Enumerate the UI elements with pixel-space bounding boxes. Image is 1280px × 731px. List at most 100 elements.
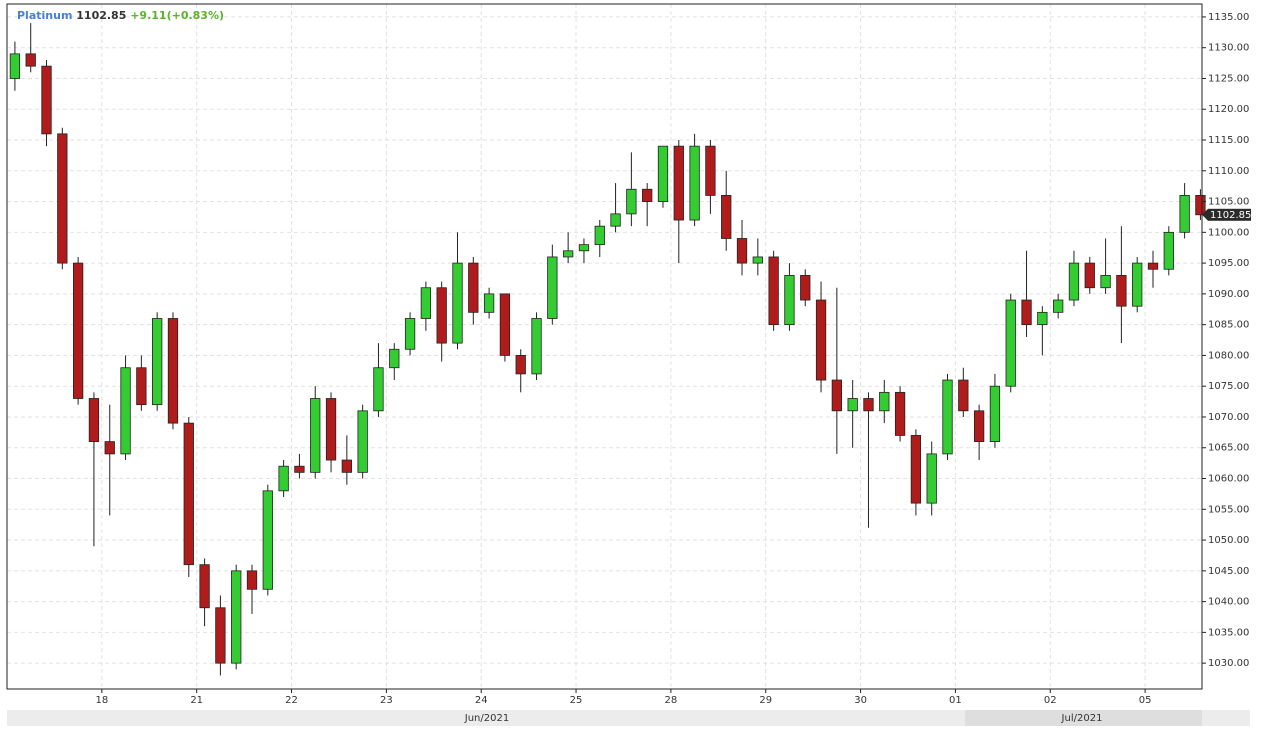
change: +9.11(+0.83%) <box>130 9 224 22</box>
y-tick-label: 1040.00 <box>1208 597 1249 608</box>
candle-body <box>626 188 637 215</box>
candle-body <box>136 367 147 406</box>
y-tick-label: 1060.00 <box>1208 474 1249 485</box>
month-label: Jul/2021 <box>1061 713 1103 724</box>
candle-body <box>831 379 843 412</box>
candle-body <box>41 65 52 135</box>
candle-body <box>910 435 922 504</box>
header: Platinum 1102.85 +9.11(+0.83%) <box>17 9 224 22</box>
y-tick-label: 1085.00 <box>1208 320 1249 331</box>
candle-body <box>468 262 479 313</box>
candle-body <box>594 225 605 246</box>
candle-body <box>768 256 779 326</box>
last-price-box <box>1208 208 1251 221</box>
candle-body <box>815 299 827 381</box>
candle-body <box>800 275 811 301</box>
y-tick-label: 1050.00 <box>1208 535 1249 546</box>
candle-body <box>531 318 542 375</box>
candle-body <box>894 391 906 436</box>
candle-body <box>989 385 1001 442</box>
y-tick-label: 1100.00 <box>1208 227 1249 238</box>
y-tick-label: 1055.00 <box>1208 504 1249 515</box>
candle-body <box>657 145 669 202</box>
candle-body <box>404 318 416 350</box>
candle-body <box>120 367 131 455</box>
candle-body <box>57 133 68 264</box>
candle-body <box>1163 231 1174 270</box>
candle-body <box>1084 262 1095 289</box>
candle-body <box>341 459 352 473</box>
y-tick-label: 1065.00 <box>1208 443 1249 454</box>
y-tick-label: 1130.00 <box>1208 43 1249 54</box>
candles <box>9 23 1206 676</box>
candle-body <box>246 570 258 590</box>
candle-body <box>752 256 763 264</box>
y-tick-label: 1110.00 <box>1208 166 1249 177</box>
candle-body <box>1100 275 1111 289</box>
y-tick-label: 1030.00 <box>1208 658 1249 669</box>
last-price-arrow <box>1202 208 1208 221</box>
x-tick-label: 23 <box>380 695 393 706</box>
candle-body <box>167 318 179 424</box>
x-tick-label: 01 <box>949 695 962 706</box>
y-tick-label: 1070.00 <box>1208 412 1249 423</box>
y-tick-label: 1120.00 <box>1208 104 1249 115</box>
x-tick-label: 18 <box>95 695 108 706</box>
candle-body <box>863 398 874 412</box>
candle-body <box>436 287 447 344</box>
candle-body <box>215 607 226 664</box>
instrument: Platinum <box>17 9 72 22</box>
candle-body <box>515 355 526 375</box>
candle-body <box>721 195 732 239</box>
y-tick-label: 1105.00 <box>1208 197 1249 208</box>
candle-body <box>578 244 590 252</box>
candle-body <box>499 293 511 356</box>
candle-body <box>689 145 700 221</box>
candle-body <box>357 410 368 473</box>
y-tick-label: 1135.00 <box>1208 12 1249 23</box>
y-tick-label: 1090.00 <box>1208 289 1249 300</box>
y-tick-label: 1045.00 <box>1208 566 1249 577</box>
candle-body <box>642 188 653 202</box>
candle-body <box>1195 195 1206 216</box>
y-tick-label: 1080.00 <box>1208 350 1249 361</box>
candle-body <box>1021 299 1032 326</box>
month-label: Jun/2021 <box>464 713 509 724</box>
candle-body <box>1116 275 1127 307</box>
candle-body <box>563 250 574 258</box>
candle-body <box>673 145 684 221</box>
x-tick-label: 24 <box>475 695 488 706</box>
candle-body <box>1005 299 1016 387</box>
candle-body <box>294 465 305 473</box>
candle-body <box>452 262 463 344</box>
y-tick-label: 1075.00 <box>1208 381 1249 392</box>
candle-body <box>104 441 115 455</box>
candle-body <box>942 379 953 455</box>
candle-body <box>1147 262 1159 270</box>
grid <box>7 4 1202 689</box>
candle-body <box>1132 262 1143 307</box>
candle-body <box>705 145 716 196</box>
x-tick-label: 05 <box>1139 695 1152 706</box>
last-price-label: 1102.85 <box>1210 210 1251 221</box>
candle-body <box>1037 311 1048 326</box>
candle-body <box>736 238 748 264</box>
price: 1102.85 <box>76 9 126 22</box>
candle-body <box>262 490 273 590</box>
x-tick-label: 02 <box>1044 695 1057 706</box>
x-tick-label: 22 <box>285 695 298 706</box>
candle-body <box>547 256 558 319</box>
candle-body <box>610 213 621 227</box>
candle-body <box>72 262 84 399</box>
candle-body <box>373 367 384 412</box>
y-tick-label: 1095.00 <box>1208 258 1249 269</box>
candle-body <box>278 465 289 492</box>
y-tick-label: 1035.00 <box>1208 627 1249 638</box>
candle-body <box>88 398 100 442</box>
candle-body <box>389 348 400 369</box>
candle-body <box>310 398 321 473</box>
candle-body <box>973 410 985 442</box>
